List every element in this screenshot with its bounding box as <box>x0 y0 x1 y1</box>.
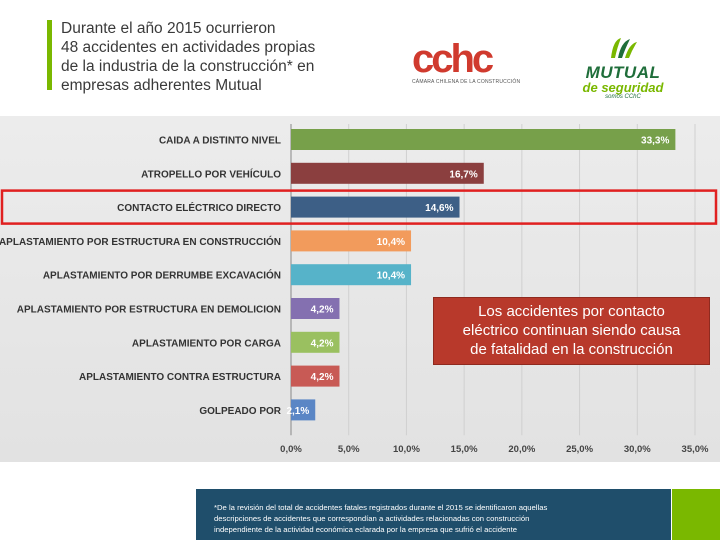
data-label: 16,7% <box>449 169 477 180</box>
mutual-logo-word: MUTUAL <box>585 63 661 82</box>
bar <box>291 331 340 353</box>
data-label: 4,2% <box>311 305 334 316</box>
callout-line: eléctrico continuan siendo causa <box>462 322 681 339</box>
data-label: 10,4% <box>377 271 405 282</box>
category-label: APLASTAMIENTO CONTRA ESTRUCTURA <box>79 372 281 383</box>
data-label: 4,2% <box>311 338 334 349</box>
category-label: APLASTAMIENTO POR CARGA <box>132 338 281 349</box>
category-label: GOLPEADO POR <box>199 406 281 417</box>
callout-line: de fatalidad en la construcción <box>470 341 673 358</box>
category-label: CONTACTO ELÉCTRICO DIRECTO <box>117 201 281 214</box>
cchc-logo-word: cchc <box>412 37 494 81</box>
highlight-frame <box>0 189 718 225</box>
x-tick-label: 25,0% <box>566 444 593 455</box>
cchc-logo-subtitle: CÁMARA CHILENA DE LA CONSTRUCCIÓN <box>412 79 521 85</box>
x-tick-label: 5,0% <box>338 444 360 455</box>
data-label: 10,4% <box>377 237 405 248</box>
data-label: 33,3% <box>641 136 669 147</box>
cchc-logo: cchc CÁMARA CHILENA DE LA CONSTRUCCIÓN <box>412 37 537 90</box>
headline-line: empresas adherentes Mutual <box>61 77 262 94</box>
header-accent-bar <box>47 20 52 90</box>
category-label: ATROPELLO POR VEHÍCULO <box>141 167 281 180</box>
headline-line: 48 accidentes en actividades propias <box>61 39 316 56</box>
mutual-logo: MUTUAL de seguridad somos CChC <box>568 36 678 100</box>
category-label: APLASTAMIENTO POR ESTRUCTURA EN DEMOLICI… <box>17 305 281 316</box>
x-tick-label: 15,0% <box>451 444 478 455</box>
x-tick-label: 0,0% <box>280 444 302 455</box>
x-tick-label: 10,0% <box>393 444 420 455</box>
bar <box>291 399 316 421</box>
callout-line: Los accidentes por contacto <box>478 303 665 320</box>
footnote-line: independiente de la actividad económica … <box>214 525 517 534</box>
footnote-line: *De la revisión del total de accidentes … <box>214 503 548 512</box>
x-tick-label: 35,0% <box>682 444 709 455</box>
category-label: APLASTAMIENTO POR ESTRUCTURA EN CONSTRUC… <box>0 235 281 248</box>
bar <box>291 196 460 218</box>
page-headline: Durante el año 2015 ocurrieron 48 accide… <box>61 19 391 95</box>
bar <box>291 298 340 319</box>
data-label: 4,2% <box>311 372 334 383</box>
mutual-logo-tag: somos CChC <box>605 94 641 100</box>
category-label: CAIDA A DISTINTO NIVEL <box>159 136 281 147</box>
footnote-box: *De la revisión del total de accidentes … <box>196 489 671 540</box>
headline-line: de la industria de la construcción* en <box>61 58 315 75</box>
mutual-logo-subtitle: de seguridad <box>582 80 664 95</box>
bar <box>291 162 484 184</box>
bar <box>291 230 412 252</box>
category-label: APLASTAMIENTO POR DERRUMBE EXCAVACIÓN <box>43 269 281 282</box>
footer-accent-block <box>672 489 720 540</box>
bar <box>291 129 676 150</box>
footnote-line: descripciones de accidentes que correspo… <box>214 514 530 523</box>
data-label: 14,6% <box>425 203 453 214</box>
headline-line: Durante el año 2015 ocurrieron <box>61 20 276 37</box>
x-tick-label: 20,0% <box>508 444 535 455</box>
accidents-bar-chart: 0,0% 5,0% 10,0% 15,0% 20,0% 25,0% 30,0% 35,0% CA… <box>0 124 718 455</box>
callout-box: Los accidentes por contacto eléctrico co… <box>433 297 710 365</box>
x-tick-label: 30,0% <box>624 444 651 455</box>
mutual-leaf-icon <box>611 38 637 58</box>
bar <box>291 264 412 286</box>
data-label: 2,1% <box>286 406 309 417</box>
bar <box>291 365 340 387</box>
